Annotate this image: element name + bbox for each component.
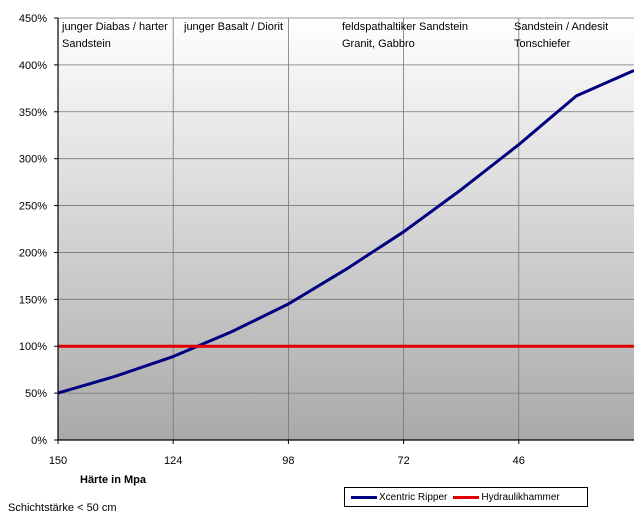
zone-label: junger Diabas / harter bbox=[61, 21, 168, 33]
x-tick-label: 72 bbox=[397, 455, 409, 467]
zone-label: Granit, Gabbro bbox=[342, 38, 415, 50]
x-axis-title: Härte in Mpa bbox=[80, 474, 147, 486]
y-tick-label: 450% bbox=[19, 13, 47, 25]
x-tick-label: 150 bbox=[49, 455, 67, 467]
y-tick-label: 0% bbox=[31, 435, 47, 447]
zone-label: feldspathaltiker Sandstein bbox=[342, 21, 468, 33]
series-lines bbox=[57, 69, 634, 395]
x-tick-label: 98 bbox=[282, 455, 294, 467]
series-line-xcentric-ripper bbox=[57, 69, 634, 395]
x-tick-label: 46 bbox=[513, 455, 525, 467]
legend-item-xcentric: Xcentric Ripper bbox=[351, 492, 447, 503]
zone-label: junger Basalt / Diorit bbox=[183, 21, 283, 33]
y-tick-label: 150% bbox=[19, 294, 47, 306]
y-tick-label: 50% bbox=[25, 388, 47, 400]
zone-label: Sandstein / Andesit bbox=[514, 21, 608, 33]
legend-item-hydraulikhammer: Hydraulikhammer bbox=[453, 491, 560, 503]
legend-label-xcentric: Xcentric Ripper bbox=[379, 491, 448, 503]
y-tick-label: 300% bbox=[19, 154, 47, 166]
y-tick-labels: 0% 50% 100% 150% 200% 250% 300% 350% 400% 450% bbox=[19, 13, 47, 447]
y-tick-label: 400% bbox=[19, 60, 47, 72]
legend: Xcentric Ripper Hydraulikhammer bbox=[344, 487, 588, 507]
zone-labels: junger Diabas / harter Sandstein junger Ba… bbox=[61, 21, 608, 50]
x-tick-label: 124 bbox=[164, 455, 182, 467]
zone-label: Tonschiefer bbox=[514, 38, 571, 50]
plot-area bbox=[58, 18, 634, 440]
axes bbox=[54, 17, 634, 444]
legend-swatch-hydraulikhammer bbox=[453, 495, 480, 499]
y-tick-label: 250% bbox=[19, 201, 47, 213]
legend-label-hydraulikhammer: Hydraulikhammer bbox=[481, 491, 560, 503]
layer-thickness-note: Schichtstärke < 50 cm bbox=[8, 502, 117, 514]
x-tick-labels: 150 124 98 72 46 bbox=[49, 455, 525, 467]
y-tick-label: 200% bbox=[19, 247, 47, 259]
y-tick-label: 350% bbox=[19, 107, 47, 119]
y-tick-label: 100% bbox=[19, 341, 47, 353]
legend-swatch-xcentric bbox=[351, 495, 377, 499]
zone-label: Sandstein bbox=[62, 38, 111, 50]
